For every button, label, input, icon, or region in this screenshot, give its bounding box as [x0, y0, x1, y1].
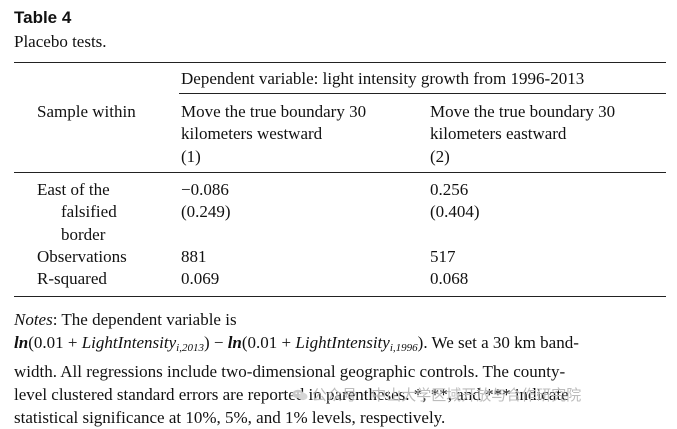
col1-header-line1: Move the true boundary 30: [181, 102, 367, 121]
notes-line2-rest: We set a 30 km band-: [427, 333, 579, 352]
equation-part: (0.01 +: [241, 333, 296, 352]
notes-word: The: [61, 310, 88, 329]
col2-header-line1: Move the true boundary 30: [430, 102, 616, 121]
table-notes: Notes: The dependent variable is ln(0.01…: [14, 308, 664, 429]
notes-word: variable: [166, 310, 221, 329]
equation-part: (0.01 +: [28, 333, 82, 352]
watermark: 公众号 · 中山大学区域开放与合作研究院: [292, 384, 581, 405]
notes-line2: ln(0.01 + LightIntensityi,2013) − ln(0.0…: [14, 331, 664, 360]
col1-header-line2: kilometers westward: [181, 124, 323, 143]
notes-line3: width. All regressions include two-dimen…: [14, 362, 566, 381]
notes-label: Notes: [14, 310, 53, 329]
east-col2-standard-error: (0.404): [430, 202, 480, 221]
observations-col1: 881: [181, 247, 207, 266]
watermark-text: 公众号 · 中山大学区域开放与合作研究院: [312, 386, 582, 404]
table-caption: Placebo tests.: [14, 32, 107, 51]
col2-header-line2: kilometers eastward: [430, 124, 567, 143]
equation-variable: LightIntensity: [81, 333, 177, 352]
east-col1-coefficient: −0.086: [181, 180, 229, 199]
row-label-rsquared: R-squared: [37, 269, 107, 288]
notes-colon: :: [52, 310, 58, 329]
bottom-rule: [14, 296, 666, 297]
dependent-variable-header: Dependent variable: light intensity grow…: [181, 69, 585, 88]
row-label-observations: Observations: [37, 247, 127, 266]
equation-part: ) −: [203, 333, 228, 352]
header-rule: [14, 172, 666, 173]
col2-number: (2): [430, 147, 450, 166]
equation-ln: ln: [227, 333, 242, 352]
observations-col2: 517: [430, 247, 456, 266]
equation-variable: LightIntensity: [295, 333, 390, 352]
east-col1-standard-error: (0.249): [181, 202, 231, 221]
equation-part: ).: [417, 333, 428, 352]
notes-word: is: [225, 310, 237, 329]
row-label-east-line2: falsified: [61, 202, 117, 221]
east-col2-coefficient: 0.256: [430, 180, 469, 199]
row-label-east-line1: East of the: [37, 180, 110, 199]
spanner-rule: [179, 93, 666, 94]
notes-word: dependent: [92, 310, 162, 329]
wechat-icon: [292, 389, 308, 401]
notes-line1: Notes: The dependent variable is: [14, 308, 664, 331]
notes-line4: level clustered standard errors are repo…: [14, 385, 569, 404]
table-label: Table 4: [14, 8, 72, 27]
row-header-sample: Sample within: [37, 102, 136, 121]
rsquared-col2: 0.068: [430, 269, 469, 288]
equation-ln: ln: [14, 333, 29, 352]
row-label-east-line3: border: [61, 225, 106, 244]
col1-number: (1): [181, 147, 201, 166]
rsquared-col1: 0.069: [181, 269, 220, 288]
top-rule: [14, 62, 666, 63]
notes-line5: statistical significance at 10%, 5%, and…: [14, 408, 446, 427]
equation-subscript: i,1996: [389, 342, 418, 354]
equation-subscript: i,2013: [176, 342, 204, 354]
